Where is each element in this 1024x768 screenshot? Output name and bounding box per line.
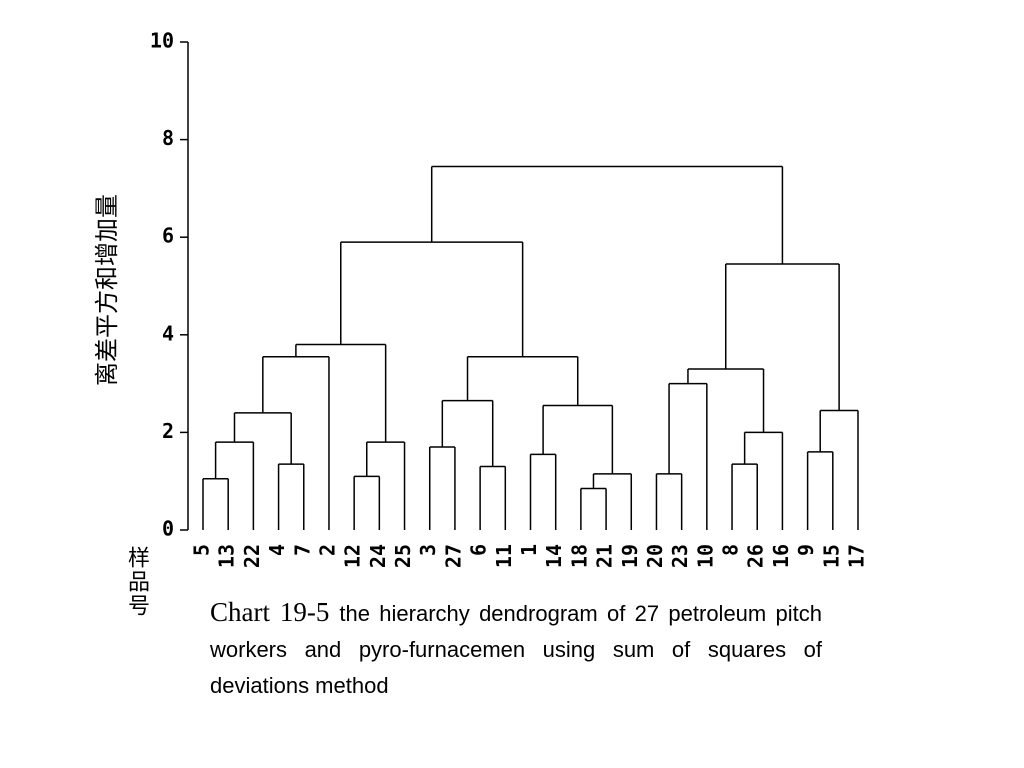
merge-link: [731, 463, 758, 530]
leaf-label: 2: [315, 544, 339, 556]
merge-link: [366, 441, 406, 530]
leaf-label: 20: [643, 544, 667, 568]
leaf-label: 16: [769, 544, 793, 568]
merge-link: [214, 441, 255, 530]
caption-label: Chart 19-5: [210, 597, 330, 627]
merge-link: [430, 165, 784, 265]
merge-link: [277, 463, 305, 530]
x-axis-label: 样品号: [124, 546, 149, 618]
merge-link: [724, 263, 840, 411]
leaf-label: 21: [593, 544, 617, 568]
merge-link: [806, 451, 834, 530]
leaf-label: 27: [441, 544, 465, 568]
merge-link: [687, 368, 765, 433]
leaf-label: 9: [794, 544, 818, 556]
merge-link: [441, 399, 494, 467]
leaf-label: 1: [517, 544, 541, 556]
merge-link: [233, 412, 292, 465]
y-tick-label: 4: [162, 321, 174, 345]
caption: Chart 19-5 the hierarchy dendrogram of 27…: [210, 594, 822, 704]
merge-link: [529, 453, 557, 530]
leaf-label: 12: [341, 544, 365, 568]
merge-link: [743, 431, 784, 530]
merge-link: [466, 356, 579, 406]
leaf-label: 17: [845, 544, 869, 568]
y-axis-label: 离差平方和增加量: [93, 194, 121, 386]
leaf-label: 3: [416, 544, 440, 556]
merge-link: [428, 446, 456, 530]
leaf-label: 25: [391, 544, 415, 568]
leaf-label: 22: [240, 544, 264, 568]
merge-link: [295, 343, 387, 443]
merge-link: [202, 478, 229, 530]
y-tick-label: 10: [150, 29, 174, 53]
y-tick-label: 8: [162, 126, 174, 150]
merge-link: [592, 473, 633, 530]
y-tick-label: 2: [162, 419, 174, 443]
caption-text: the hierarchy dendrogram of 27 petroleum…: [210, 601, 823, 698]
merge-link: [819, 409, 859, 530]
leaf-label: 4: [265, 544, 289, 556]
merge-link: [655, 473, 683, 530]
leaf-label: 23: [668, 544, 692, 568]
leaf-label: 6: [467, 544, 491, 556]
leaf-label: 24: [366, 544, 390, 568]
merge-link: [479, 465, 507, 530]
merge-link: [353, 475, 381, 530]
merge-link: [580, 487, 607, 530]
merge-link: [668, 382, 708, 530]
leaf-label: 8: [719, 544, 743, 556]
leaf-label: 13: [215, 544, 239, 568]
merge-link: [542, 404, 614, 474]
leaf-label: 10: [693, 544, 717, 568]
leaf-label: 18: [567, 544, 591, 568]
leaf-label: 14: [542, 544, 566, 568]
leaf-label: 5: [190, 544, 214, 556]
leaf-label: 11: [492, 544, 516, 568]
leaf-label: 7: [290, 544, 314, 556]
leaf-label: 19: [618, 544, 642, 568]
leaf-label: 26: [744, 544, 768, 568]
y-tick-label: 6: [162, 224, 174, 248]
y-tick-label: 0: [162, 517, 174, 541]
merge-link: [340, 241, 524, 357]
merge-link: [262, 356, 330, 530]
leaf-label: 15: [819, 544, 843, 568]
